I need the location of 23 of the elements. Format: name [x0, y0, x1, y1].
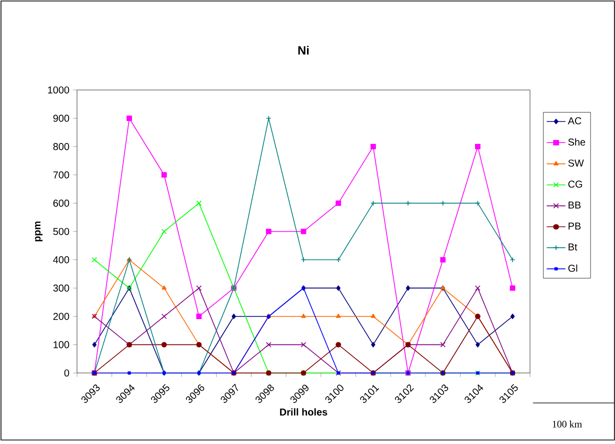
legend-label: AC: [568, 117, 582, 124]
legend-label: Gl: [568, 264, 578, 272]
legend-label: She: [568, 138, 586, 146]
chart-title: Ni: [298, 46, 309, 54]
y-tick-label: 600: [53, 200, 70, 207]
legend-label: Bt: [568, 244, 578, 250]
y-axis-title: ppm: [35, 222, 42, 242]
y-tick-label: 1000: [48, 86, 70, 94]
y-tick-label: 800: [53, 143, 70, 150]
y-tick-label: 400: [53, 256, 70, 264]
legend-label: SW: [568, 160, 584, 167]
legend-label: PB: [568, 222, 581, 230]
x-axis-title: Drill holes: [280, 408, 328, 416]
text: 100 km: [552, 420, 582, 428]
legend-label: CG: [568, 180, 582, 188]
y-tick-label: 700: [53, 171, 70, 178]
y-tick-label: 900: [53, 114, 70, 122]
y-tick-label: 300: [53, 284, 70, 292]
y-tick-label: 500: [53, 228, 70, 236]
legend-label: BB: [568, 202, 581, 209]
y-tick-label: 0: [64, 369, 70, 377]
y-tick-label: 100: [54, 341, 70, 348]
y-tick-label: 200: [53, 312, 70, 320]
